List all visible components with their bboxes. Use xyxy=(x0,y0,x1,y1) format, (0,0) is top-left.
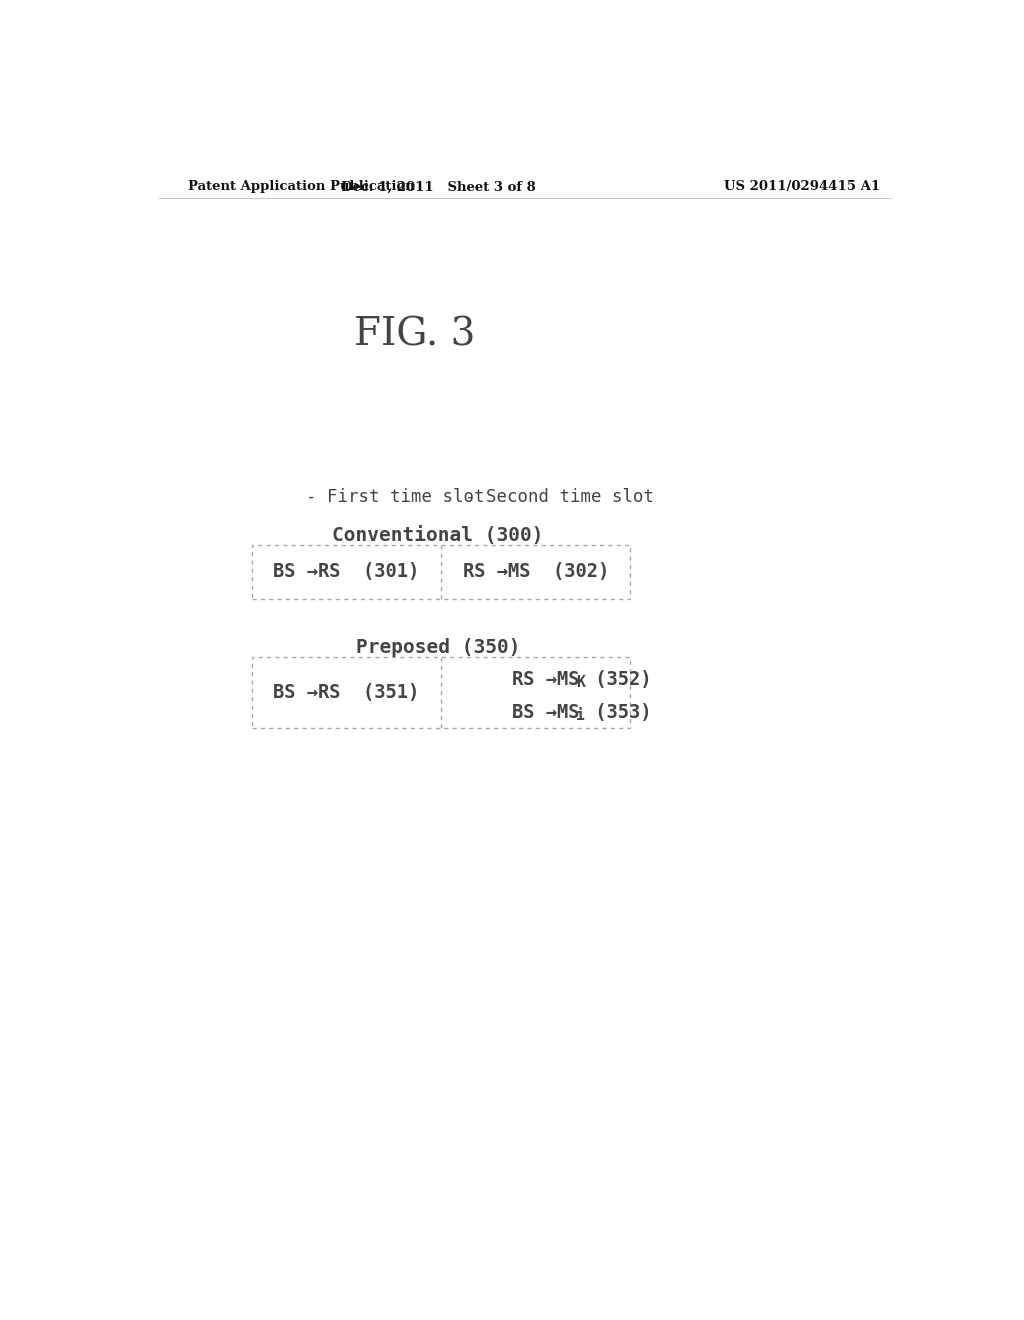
Text: RS →MS: RS →MS xyxy=(512,671,580,689)
Text: FIG. 3: FIG. 3 xyxy=(354,317,475,354)
Text: Preposed (350): Preposed (350) xyxy=(355,638,520,657)
Text: Patent Application Publication: Patent Application Publication xyxy=(188,181,415,194)
Text: (352): (352) xyxy=(585,671,652,689)
Text: K: K xyxy=(575,675,585,690)
Text: (353): (353) xyxy=(585,704,652,722)
Bar xyxy=(252,545,630,599)
Text: RS →MS  (302): RS →MS (302) xyxy=(463,562,609,581)
Bar xyxy=(252,656,630,729)
Text: Conventional (300): Conventional (300) xyxy=(332,527,544,545)
Text: - Second time slot: - Second time slot xyxy=(465,488,654,506)
Text: BS →RS  (351): BS →RS (351) xyxy=(273,682,420,702)
Text: Dec. 1, 2011   Sheet 3 of 8: Dec. 1, 2011 Sheet 3 of 8 xyxy=(341,181,536,194)
Text: BS →RS  (301): BS →RS (301) xyxy=(273,562,420,581)
Text: i: i xyxy=(575,708,585,723)
Text: - First time slot: - First time slot xyxy=(306,488,484,506)
Text: BS →MS: BS →MS xyxy=(512,704,580,722)
Text: US 2011/0294415 A1: US 2011/0294415 A1 xyxy=(724,181,881,194)
